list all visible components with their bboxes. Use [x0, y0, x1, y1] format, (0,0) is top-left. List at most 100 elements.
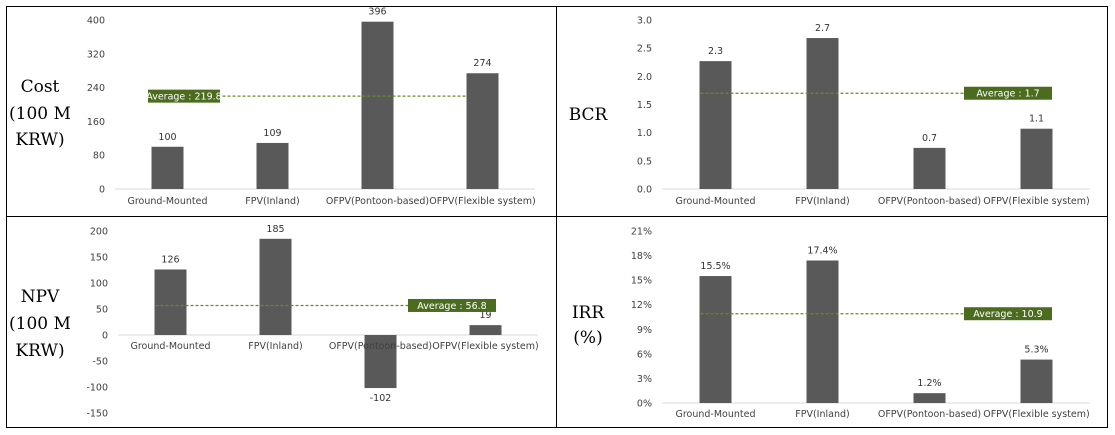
y-tick-label: 320 — [87, 49, 105, 60]
bar — [806, 38, 839, 189]
bar-value-label: 19 — [479, 310, 491, 321]
bar — [913, 393, 946, 403]
bar-value-label: 5.3% — [1024, 345, 1048, 356]
y-axis-title-line: (100 M — [9, 314, 71, 334]
y-tick-label: 100 — [90, 279, 108, 290]
x-category-label: OFPV(Pontoon-based) — [329, 341, 432, 352]
y-tick-label: -100 — [86, 383, 108, 394]
chart-panel-3: NPV (100 M KRW) -150 -100 -50 0 50 100 150 200 Grou… — [9, 224, 539, 420]
y-tick-label: -50 — [92, 357, 108, 368]
x-category-label: FPV(Inland) — [795, 409, 849, 420]
bar-value-label: 15.5% — [700, 261, 730, 272]
average-label: Average : 219.8 — [146, 92, 221, 103]
y-tick-label: 12% — [631, 300, 652, 311]
bar-value-label: 274 — [473, 58, 491, 69]
bar — [699, 61, 732, 189]
x-category-label: Ground-Mounted — [130, 341, 210, 352]
y-tick-label: 240 — [87, 83, 105, 94]
bar-value-label: -102 — [370, 393, 392, 404]
bar — [256, 142, 289, 189]
x-category-label: OFPV(Pontoon-based) — [878, 196, 981, 207]
y-tick-label: 1.0 — [637, 128, 652, 139]
average-label: Average : 10.9 — [973, 309, 1042, 320]
x-category-label: OFPV(Flexible system) — [432, 341, 539, 352]
chart-panel-4: IRR (%) 0% 3% 6% 9% 12% 15% 18% 21% Ground-Mounted… — [572, 227, 1090, 420]
panel-borders — [6, 6, 1108, 428]
x-category-label: FPV(Inland) — [795, 196, 849, 207]
x-category-label: OFPV(Flexible system) — [983, 409, 1090, 420]
bar-value-label: 2.7 — [815, 23, 830, 34]
y-axis-title-line: IRR — [572, 303, 606, 323]
bar-value-label: 185 — [266, 224, 284, 235]
y-axis-title-line: KRW) — [15, 341, 64, 361]
y-tick-label: 0 — [102, 331, 108, 342]
y-tick-label: 2.5 — [637, 44, 652, 55]
bar — [913, 147, 946, 189]
bar-value-label: 2.3 — [708, 46, 723, 57]
y-tick-label: 2.0 — [637, 72, 652, 83]
y-axis-title-line: (%) — [573, 328, 602, 348]
bar-value-label: 1.2% — [917, 378, 941, 389]
bar-value-label: 109 — [263, 128, 281, 139]
x-category-label: Ground-Mounted — [675, 196, 755, 207]
bar — [699, 276, 732, 403]
bar-value-label: 126 — [161, 254, 179, 265]
average-label-box — [148, 89, 220, 103]
bar — [364, 335, 397, 389]
y-axis-title-line: KRW) — [15, 130, 64, 150]
y-tick-label: 80 — [93, 151, 105, 162]
bar — [1020, 128, 1053, 189]
bar — [151, 146, 184, 189]
x-category-label: OFPV(Pontoon-based) — [326, 196, 429, 207]
y-tick-label: 21% — [631, 227, 652, 238]
y-tick-label: 6% — [637, 349, 652, 360]
bar — [469, 325, 502, 335]
y-axis-title-line: NPV — [21, 287, 60, 307]
y-tick-label: 400 — [87, 16, 105, 27]
y-tick-label: 0% — [637, 399, 652, 410]
bar — [259, 238, 292, 335]
y-tick-label: 0.5 — [637, 156, 652, 167]
y-axis-title-line: (100 M — [9, 104, 71, 124]
bar-value-label: 1.1 — [1029, 114, 1044, 125]
y-tick-label: 18% — [631, 251, 652, 262]
y-tick-label: 200 — [90, 227, 108, 238]
x-category-label: OFPV(Flexible system) — [429, 196, 536, 207]
y-tick-label: 15% — [631, 276, 652, 287]
x-category-label: Ground-Mounted — [675, 409, 755, 420]
x-category-label: FPV(Inland) — [245, 196, 299, 207]
y-axis-title-line: BCR — [569, 105, 609, 125]
y-tick-label: 0.0 — [637, 185, 652, 196]
bar-value-label: 100 — [158, 132, 176, 143]
chart-panel-2: BCR 0.0 0.5 1.0 1.5 2.0 2.5 3.0 Ground-Mounted FP… — [569, 16, 1090, 207]
y-tick-label: 0 — [99, 185, 105, 196]
x-category-label: OFPV(Pontoon-based) — [878, 409, 981, 420]
average-label-box — [964, 307, 1052, 321]
x-category-label: OFPV(Flexible system) — [983, 196, 1090, 207]
bar — [1020, 359, 1053, 403]
x-category-label: Ground-Mounted — [127, 196, 207, 207]
bar — [154, 269, 187, 335]
bar-value-label: 17.4% — [807, 245, 837, 256]
bar-value-label: 0.7 — [922, 133, 937, 144]
bar — [466, 73, 499, 189]
chart-panels: Cost (100 M KRW) 0 80 160 240 320 400 Ground-Moun… — [9, 7, 1090, 420]
x-category-label: FPV(Inland) — [248, 341, 302, 352]
y-tick-label: 3.0 — [637, 16, 652, 27]
y-tick-label: 3% — [637, 374, 652, 385]
bar — [361, 21, 394, 189]
y-tick-label: 1.5 — [637, 100, 652, 111]
y-tick-label: 9% — [637, 325, 652, 336]
bar — [806, 260, 839, 403]
y-tick-label: 160 — [87, 117, 105, 128]
y-tick-label: 50 — [96, 305, 108, 316]
y-tick-label: 150 — [90, 253, 108, 264]
chart-panel-1: Cost (100 M KRW) 0 80 160 240 320 400 Ground-Moun… — [9, 7, 536, 207]
y-axis-title-line: Cost — [21, 77, 60, 97]
average-label-box — [408, 298, 496, 312]
average-label-box — [964, 86, 1052, 100]
average-label: Average : 56.8 — [417, 301, 486, 312]
average-label: Average : 1.7 — [976, 89, 1039, 100]
